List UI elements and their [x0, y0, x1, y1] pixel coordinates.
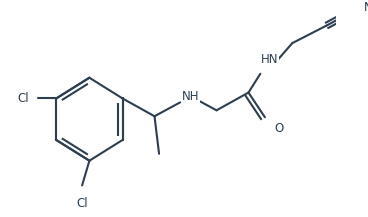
Text: N: N [364, 1, 368, 14]
Text: HN: HN [261, 53, 278, 66]
Text: O: O [274, 122, 283, 135]
Text: NH: NH [182, 90, 200, 103]
Text: Cl: Cl [76, 197, 88, 210]
Text: Cl: Cl [17, 92, 29, 105]
